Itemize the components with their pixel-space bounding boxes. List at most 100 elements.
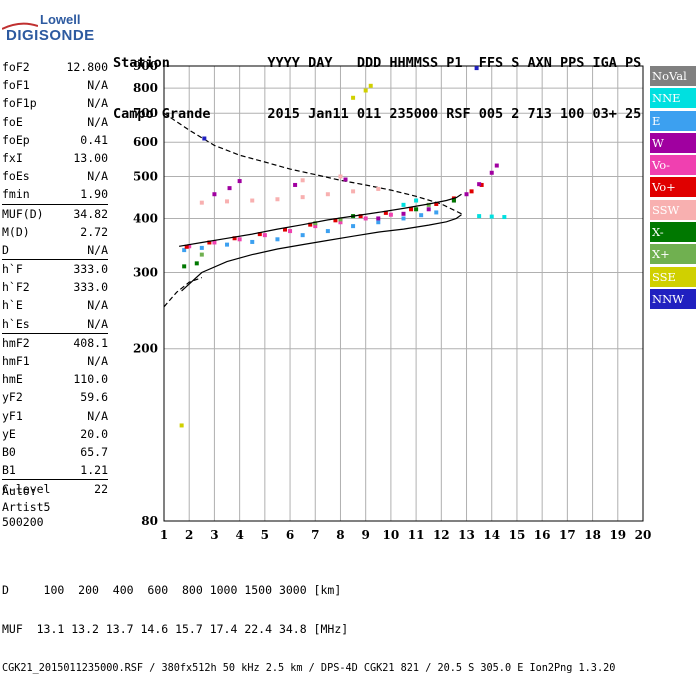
param-row: yE 20.0 xyxy=(2,425,108,443)
footer-file-info: CGK21_2015011235000.RSF / 380fx512h 50 k… xyxy=(2,663,616,674)
data-point-x xyxy=(426,202,431,207)
param-value: 13.00 xyxy=(73,150,108,165)
param-value: 20.0 xyxy=(80,426,108,441)
data-point-vo xyxy=(409,207,414,212)
data-point-vo xyxy=(383,210,388,215)
param-key: hmE xyxy=(2,372,23,387)
data-point-w xyxy=(477,182,482,187)
data-point-w xyxy=(293,182,298,187)
param-key: C-level xyxy=(2,482,51,497)
data-point-w xyxy=(376,216,381,221)
y-tick-label: 500 xyxy=(133,169,158,183)
data-point-vo xyxy=(232,236,237,241)
param-row: M(D) 2.72 xyxy=(2,223,108,241)
x-tick-label: 16 xyxy=(534,528,551,542)
y-tick-label: 400 xyxy=(133,211,158,225)
param-row: foF2 12.800 xyxy=(2,58,108,76)
param-row: hmF1 N/A xyxy=(2,352,108,370)
legend-item-x: X- xyxy=(650,222,696,243)
legend-item-sse: SSE xyxy=(650,266,696,287)
param-row: h`E N/A xyxy=(2,296,108,314)
data-point-vo xyxy=(434,201,439,206)
data-point-ssw xyxy=(325,192,330,197)
data-point-e xyxy=(351,224,356,229)
param-key: yF2 xyxy=(2,390,23,405)
data-point-vo xyxy=(237,237,242,242)
x-tick-label: 17 xyxy=(559,528,576,542)
auto-program: Artist5 xyxy=(2,499,51,514)
data-point-x xyxy=(414,207,419,212)
data-point-vo xyxy=(212,240,217,245)
param-value: N/A xyxy=(87,298,108,313)
data-point-vo xyxy=(363,216,368,221)
plot-frame xyxy=(163,65,644,522)
y-tick-label: 800 xyxy=(133,81,158,95)
legend-item-nne: NNE xyxy=(650,88,696,109)
data-point-vo xyxy=(262,233,267,238)
param-key: foF1p xyxy=(2,96,37,111)
data-point-vo xyxy=(184,244,189,249)
footer-distance-row: D 100 200 400 600 800 1000 1500 3000 [km… xyxy=(2,583,342,597)
param-row: D N/A xyxy=(2,241,108,259)
y-tick-label: 80 xyxy=(141,514,158,528)
param-key: fxI xyxy=(2,150,23,165)
data-point-w xyxy=(464,192,469,197)
x-tick-label: 3 xyxy=(210,528,218,542)
param-key: MUF(D) xyxy=(2,206,44,221)
polarization-legend: NoVal NNE E W Vo- Vo+ SSW X- X+ SSE NNW xyxy=(650,66,696,311)
legend-item-x: X+ xyxy=(650,244,696,265)
param-value: 22 xyxy=(94,482,108,497)
param-key: fmin xyxy=(2,187,30,202)
logo-swoosh-icon xyxy=(2,22,38,30)
param-value: N/A xyxy=(87,316,108,331)
param-value: 34.82 xyxy=(73,206,108,221)
param-row: h`F 333.0 xyxy=(2,260,108,278)
param-row: yF2 59.6 xyxy=(2,388,108,406)
x-tick-label: 20 xyxy=(635,528,652,542)
data-point-ssw xyxy=(225,199,230,204)
param-value: 2.72 xyxy=(80,224,108,239)
param-value: 65.7 xyxy=(80,444,108,459)
data-point-nne xyxy=(414,198,419,203)
data-point-w xyxy=(343,177,348,182)
param-row: h`Es N/A xyxy=(2,315,108,333)
data-point-e xyxy=(275,237,280,242)
data-point-vo xyxy=(388,212,393,217)
param-key: h`F xyxy=(2,262,23,277)
data-point-nne xyxy=(477,214,482,219)
muf-curve-lower xyxy=(163,277,203,308)
param-value: 1.90 xyxy=(80,187,108,202)
data-point-sse xyxy=(179,423,184,428)
data-point-x xyxy=(182,264,187,269)
param-row: hmF2 408.1 xyxy=(2,334,108,352)
data-point-sse xyxy=(351,95,356,100)
data-point-x xyxy=(338,217,343,222)
legend-item-vo: Vo- xyxy=(650,155,696,176)
param-separator xyxy=(2,203,108,205)
param-value: N/A xyxy=(87,354,108,368)
legend-item-ssw: SSW xyxy=(650,199,696,220)
x-tick-label: 5 xyxy=(261,528,269,542)
x-tick-label: 8 xyxy=(336,528,344,542)
x-tick-label: 19 xyxy=(609,528,626,542)
data-point-e xyxy=(419,213,424,218)
data-point-w xyxy=(489,170,494,175)
param-separator xyxy=(2,332,108,334)
param-row: foF1 N/A xyxy=(2,76,108,94)
x-tick-label: 2 xyxy=(185,528,193,542)
legend-item-vo: Vo+ xyxy=(650,177,696,198)
data-point-sse xyxy=(368,83,373,88)
param-row: foE N/A xyxy=(2,113,108,131)
param-key: hmF1 xyxy=(2,354,30,368)
param-row: foEs N/A xyxy=(2,167,108,185)
param-value: N/A xyxy=(87,96,108,111)
param-key: M(D) xyxy=(2,224,30,239)
data-point-vo xyxy=(333,218,338,223)
x-tick-label: 15 xyxy=(509,528,526,542)
profile-lower-trace xyxy=(181,214,462,292)
param-key: h`E xyxy=(2,298,23,313)
data-point-nnw xyxy=(202,136,207,141)
data-point-x xyxy=(199,252,204,257)
data-point-vo xyxy=(358,214,363,219)
param-row: MUF(D) 34.82 xyxy=(2,205,108,223)
